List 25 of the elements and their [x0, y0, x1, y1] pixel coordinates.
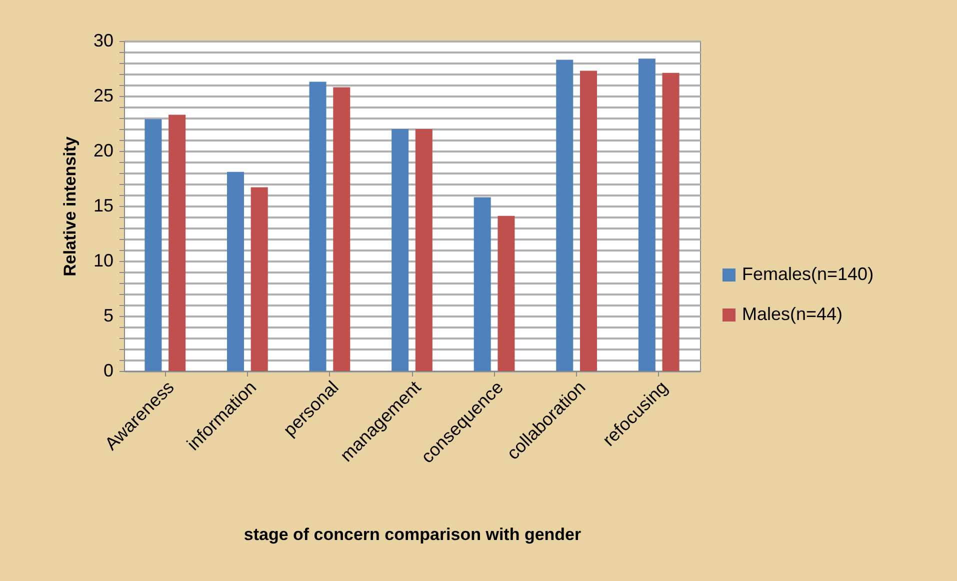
bar — [144, 119, 162, 371]
bar — [415, 129, 432, 371]
bar — [309, 82, 326, 371]
y-axis-title: Relative intensity — [60, 136, 80, 276]
bar — [556, 60, 574, 371]
bar — [498, 216, 515, 371]
y-tick-label: 0 — [103, 360, 114, 380]
legend-label: Females(n=140) — [742, 264, 874, 284]
bar — [250, 187, 268, 371]
y-tick-label: 20 — [93, 140, 114, 160]
bar — [226, 172, 244, 371]
bar — [333, 87, 350, 371]
bar — [662, 72, 680, 371]
y-tick-label: 15 — [93, 196, 114, 216]
y-tick-label: 10 — [93, 250, 114, 270]
bar — [392, 129, 409, 371]
bar — [638, 58, 656, 371]
bar — [580, 70, 598, 371]
legend-label: Males(n=44) — [742, 304, 843, 324]
x-axis-title: stage of concern comparison with gender — [244, 524, 582, 544]
bar — [168, 114, 186, 371]
bar — [474, 197, 491, 371]
y-tick-label: 30 — [93, 30, 114, 50]
y-tick-label: 25 — [93, 86, 114, 106]
y-tick-label: 5 — [103, 306, 114, 326]
